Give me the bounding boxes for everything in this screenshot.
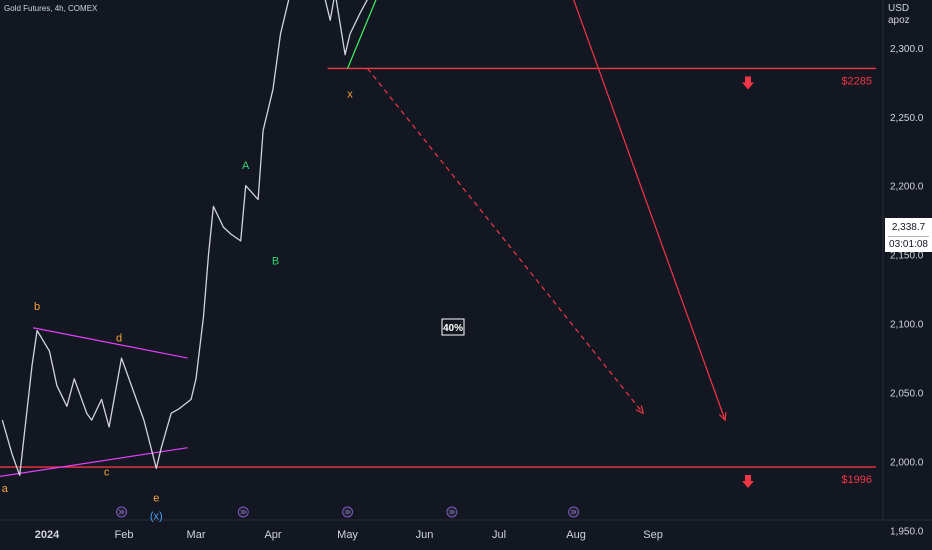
chevron-right-icon <box>240 509 247 515</box>
wave-label: A <box>242 160 250 172</box>
support-levels: $2285 $1996 <box>0 67 876 489</box>
arrow-head-icon <box>635 405 644 415</box>
price-box-divider <box>888 236 929 237</box>
time-tick-label: Mar <box>187 529 206 541</box>
scale-mode-label: apoz <box>888 15 910 26</box>
bar-countdown: 03:01:08 <box>889 239 928 250</box>
rally-projection-line[interactable] <box>346 0 482 69</box>
time-axis[interactable]: 2024 Feb Mar Apr May Jun Jul Aug Sep <box>35 506 663 541</box>
price-tick-label: 1,950.0 <box>890 526 924 537</box>
chevron-right-icon <box>570 509 577 515</box>
wave-label: d <box>116 333 122 345</box>
wave-label: B <box>272 255 279 267</box>
support-level-label: $2285 <box>841 75 872 87</box>
wave-label: e <box>153 492 159 504</box>
price-axis[interactable]: 1,950.0 2,000.0 2,050.0 2,100.0 2,150.0 2,200… <box>890 0 924 538</box>
time-tick-label: Jun <box>416 529 434 541</box>
triangle-pattern <box>0 327 188 478</box>
wave-label: b <box>34 301 40 313</box>
arrow-head-icon <box>718 412 727 422</box>
current-price-box: 2,338.7 03:01:08 <box>885 218 932 252</box>
down-arrow-icon <box>742 475 754 489</box>
price-tick-label: 2,150.0 <box>890 251 924 262</box>
probability-box <box>441 318 465 336</box>
decline-projection-line[interactable] <box>482 0 726 421</box>
price-tick-label: 2,050.0 <box>890 389 924 400</box>
time-tick-label: May <box>337 529 358 541</box>
chevron-right-icon <box>118 509 125 515</box>
time-tick-label: 2024 <box>35 529 60 541</box>
axis-currency[interactable]: USD apoz <box>888 3 910 27</box>
triangle-line <box>0 447 188 478</box>
time-tick-label: Aug <box>566 529 586 541</box>
time-tick-label: Jul <box>492 529 506 541</box>
price-tick-label: 2,250.0 <box>890 113 924 124</box>
price-tick-label: 2,100.0 <box>890 320 924 331</box>
price-tick-label: 2,200.0 <box>890 182 924 193</box>
down-arrow-icon <box>742 76 754 90</box>
projection-arrows[interactable]: 40% <box>346 0 727 422</box>
probability-label: 40% <box>443 323 463 334</box>
price-series <box>1 0 368 476</box>
chevron-right-icon <box>344 509 351 515</box>
current-price: 2,338.7 <box>891 222 926 233</box>
time-tick-label: Sep <box>643 529 663 541</box>
support-level-label: $1996 <box>841 474 872 486</box>
wave-label: a <box>2 483 9 495</box>
price-tick-label: 2,300.0 <box>890 44 924 55</box>
wave-label: x <box>347 88 353 100</box>
price-line <box>1 0 368 476</box>
currency-label: USD <box>888 3 910 14</box>
wave-label: (x) <box>150 510 163 522</box>
price-tick-label: 2,000.0 <box>890 458 924 469</box>
wave-label: c <box>104 466 110 478</box>
chevron-right-icon <box>449 509 456 515</box>
chart-title: Gold Futures, 4h, COMEX <box>4 4 98 13</box>
triangle-line <box>32 327 188 359</box>
time-tick-label: Feb <box>115 529 134 541</box>
time-tick-label: Apr <box>264 529 281 541</box>
alt-decline-projection-line[interactable] <box>366 68 644 414</box>
